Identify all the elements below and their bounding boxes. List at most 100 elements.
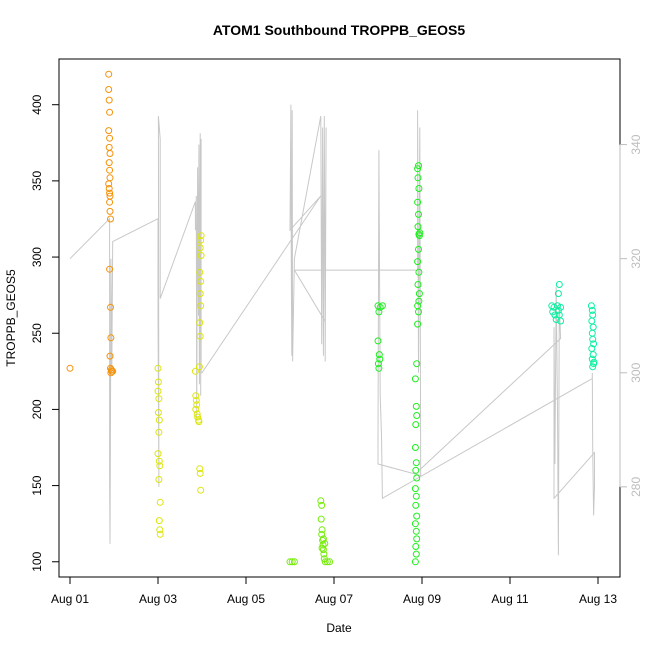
- data-point: [197, 486, 205, 494]
- data-point: [378, 302, 386, 310]
- y2-tick-label: 340: [629, 134, 643, 154]
- data-point: [318, 526, 326, 534]
- data-point: [412, 492, 420, 500]
- data-point: [154, 364, 162, 372]
- data-point: [317, 515, 325, 523]
- data-point: [105, 127, 113, 135]
- data-point: [195, 418, 203, 426]
- data-point: [107, 369, 115, 377]
- data-point: [412, 459, 420, 467]
- data-point: [323, 558, 331, 566]
- y2-tick-label: 300: [629, 362, 643, 382]
- data-point: [555, 281, 563, 288]
- data-point: [414, 258, 422, 266]
- data-point: [588, 306, 596, 314]
- data-point: [375, 308, 383, 316]
- data-point: [317, 497, 325, 505]
- data-point: [411, 558, 419, 566]
- y-axis-label: TROPPB_GEOS5: [4, 269, 18, 367]
- gray-line-layer: [69, 104, 595, 556]
- data-point: [411, 485, 419, 493]
- data-point: [155, 517, 163, 525]
- data-point: [413, 474, 421, 482]
- data-point: [554, 290, 562, 298]
- data-point: [191, 367, 199, 375]
- data-point: [155, 395, 163, 403]
- data-point: [107, 303, 114, 311]
- data-point: [374, 360, 382, 368]
- data-point: [416, 229, 424, 237]
- data-point: [589, 335, 597, 343]
- x-tick-label: Aug 01: [51, 592, 89, 606]
- data-point: [413, 535, 421, 543]
- data-point: [154, 378, 162, 386]
- y-axis: 100 150 200 250 300 350 400: [30, 94, 60, 572]
- data-point: [105, 159, 113, 167]
- data-point: [106, 207, 114, 215]
- data-point: [155, 476, 163, 483]
- series-flight-aug06: [286, 497, 334, 566]
- data-point: [326, 558, 334, 566]
- data-point: [195, 363, 203, 371]
- data-point: [105, 70, 113, 78]
- series-flight-aug12: [548, 281, 598, 371]
- gray-series-line: [69, 104, 595, 556]
- data-point: [192, 405, 200, 413]
- data-point: [192, 396, 200, 404]
- data-point: [154, 409, 162, 416]
- data-point: [414, 174, 422, 182]
- y-tick-label: 250: [30, 323, 44, 343]
- data-point: [106, 352, 114, 360]
- data-point: [106, 134, 114, 142]
- data-point: [412, 402, 420, 410]
- series-flight-aug03: [154, 232, 205, 538]
- data-point: [411, 375, 419, 383]
- data-point: [155, 428, 163, 436]
- data-point: [413, 360, 421, 368]
- data-point: [156, 526, 164, 534]
- data-point: [106, 150, 114, 157]
- data-point: [318, 501, 326, 509]
- data-point: [288, 558, 296, 566]
- data-point: [196, 268, 204, 276]
- data-point: [414, 165, 422, 173]
- data-point: [557, 317, 565, 325]
- data-point: [411, 520, 419, 528]
- y-tick-label: 200: [30, 399, 44, 419]
- data-point: [192, 392, 200, 400]
- series-flight-aug08: [374, 162, 424, 566]
- y-tick-label: 150: [30, 475, 44, 495]
- data-point: [376, 355, 384, 363]
- data-point: [415, 162, 422, 170]
- data-point: [154, 387, 162, 395]
- data-point: [590, 340, 598, 348]
- data-point: [290, 558, 298, 566]
- data-point: [412, 466, 420, 474]
- data-point: [321, 540, 329, 547]
- data-point: [414, 223, 422, 231]
- y-tick-label: 100: [30, 551, 44, 571]
- data-point: [194, 413, 202, 421]
- data-point: [106, 166, 114, 174]
- y-tick-label: 400: [30, 94, 44, 114]
- data-point: [415, 245, 422, 253]
- data-point: [107, 334, 115, 342]
- data-point: [414, 281, 422, 288]
- data-point: [106, 265, 114, 273]
- data-point: [109, 367, 117, 375]
- series-flight-aug01: [66, 70, 117, 377]
- data-point: [415, 185, 423, 192]
- data-point: [319, 535, 327, 543]
- x-tick-label: Aug 11: [491, 592, 528, 606]
- data-point: [66, 364, 74, 372]
- data-point: [413, 412, 421, 419]
- data-point: [412, 527, 420, 535]
- data-point: [106, 189, 114, 197]
- data-point: [413, 512, 421, 520]
- data-point: [321, 558, 329, 566]
- data-point: [590, 358, 598, 366]
- data-point: [156, 498, 164, 506]
- data-point: [589, 351, 597, 359]
- data-point: [375, 364, 383, 372]
